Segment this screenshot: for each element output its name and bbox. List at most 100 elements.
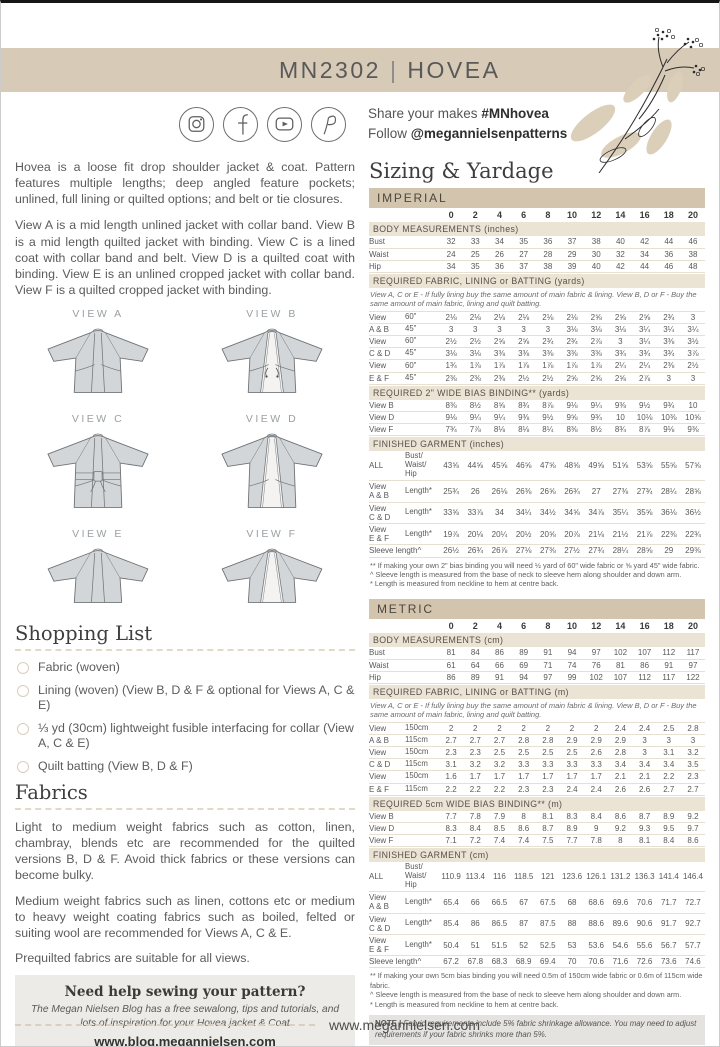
view-illustration-b: VIEW B: [197, 308, 347, 404]
table-cell: 1⅞: [542, 361, 554, 371]
table-cell: 52.5: [540, 940, 556, 950]
table-cell: A & B: [369, 324, 390, 334]
circle-bullet-icon: [17, 684, 29, 697]
table-cell: 8.4: [590, 811, 602, 821]
table-cell: Bust: [369, 237, 386, 247]
table-cell: 2⅜: [493, 373, 506, 383]
table-cell: 67.2: [443, 957, 459, 967]
table-cell: 2.8: [614, 748, 626, 757]
table-cell: 16: [639, 620, 650, 631]
table-cell: 3¾: [639, 349, 651, 359]
table-cell: 20⅞: [564, 529, 580, 539]
table-cell: 126.1: [586, 872, 607, 882]
table-row: View F 7.1 7.2 7.4 7.4 7.5 7.7 7.8 8 8.1 8.4 8.6: [369, 835, 705, 848]
table-cell: 10: [567, 210, 578, 220]
table-cell: 10⅛: [636, 412, 653, 422]
instagram-icon: [179, 106, 214, 142]
list-item-label: Fabric (woven): [38, 660, 120, 674]
table-cell: 22¾: [685, 529, 701, 539]
table-cell: 3: [690, 373, 696, 383]
table-cell: 2.7: [663, 784, 675, 794]
table-cell: 150cm: [405, 747, 429, 757]
table-cell: 8⅞: [639, 425, 651, 435]
section-header: REQUIRED FABRIC, LINING or BATTING (m): [369, 684, 705, 699]
views-grid: VIEW A VIEW B VIEW C VIEW D VIEW E VIEW F: [15, 308, 355, 614]
table-cell: Waist: [369, 660, 389, 670]
table-cell: 0: [448, 620, 454, 631]
table-cell: 9.2: [687, 811, 699, 821]
table-cell: 37: [519, 261, 529, 271]
table-cell: 27⅛: [515, 546, 532, 556]
left-column: Hovea is a loose fit drop shoulder jacke…: [15, 159, 355, 1046]
table-cell: 1⅞: [493, 361, 506, 371]
table-cell: 9¾: [590, 412, 602, 422]
table-cell: 6: [521, 210, 527, 220]
table-cell: 27¾: [636, 486, 653, 496]
table-cell: 53: [567, 940, 577, 950]
table-cell: View C & D: [369, 914, 391, 933]
table-cell: 1⅞: [469, 361, 481, 371]
view-label: VIEW F: [246, 528, 298, 540]
table-cell: 94: [519, 672, 529, 682]
table-cell: 35: [519, 237, 529, 247]
table-cell: 2⅝: [614, 312, 626, 322]
table-cell: 61: [446, 660, 456, 670]
table-cell: 2⅝: [590, 373, 602, 383]
table-cell: 2.8: [518, 735, 530, 745]
table-cell: 9⅛: [445, 412, 457, 422]
table-cell: 4: [496, 210, 502, 220]
table-cell: 49⅝: [588, 461, 604, 471]
view-label: VIEW D: [245, 413, 299, 425]
table-cell: 21⅞: [636, 529, 653, 539]
table-cell: 36½: [685, 508, 701, 518]
table-cell: 27: [519, 249, 529, 259]
table-cell: 2⅛: [518, 312, 530, 322]
table-cell: 46⅝: [515, 461, 532, 471]
table-cell: 2⅝: [590, 312, 602, 322]
table-cell: 90.6: [636, 919, 653, 929]
title-divider: |: [389, 56, 399, 83]
table-cell: 91: [664, 660, 674, 670]
table-cell: 8⅜: [445, 400, 457, 410]
table-cell: View F: [369, 425, 394, 435]
table-cell: 33⅞: [467, 508, 484, 518]
table-cell: 87.5: [540, 919, 556, 929]
list-item: Lining (woven) (View B, D & F & optional…: [15, 683, 355, 714]
table-cell: View A & B: [369, 893, 390, 912]
main-content: Hovea is a loose fit drop shoulder jacke…: [1, 159, 719, 1046]
table-cell: 2.3: [687, 772, 699, 782]
table-cell: 3.3: [590, 760, 602, 770]
table-cell: 81: [446, 648, 456, 658]
table-cell: ALL: [369, 461, 384, 471]
table-cell: 86: [495, 648, 504, 658]
table-cell: 86: [446, 672, 456, 682]
table-row: View A & B Length* 65.4 66 66.5 67 67.5 68 68.6 6…: [369, 892, 705, 914]
table-cell: 26¾: [467, 546, 484, 556]
section-header: REQUIRED FABRIC, LINING or BATTING (yard…: [369, 273, 705, 288]
footnotes: ** If making your own 2" bias binding yo…: [369, 561, 705, 589]
table-cell: 36: [495, 261, 504, 271]
table-cell: 26⅝: [540, 486, 556, 496]
table-cell: 97: [543, 672, 553, 682]
view-label: VIEW E: [72, 528, 124, 540]
table-cell: 107: [613, 672, 628, 682]
table-row: View B 7.7 7.8 7.9 8 8.1 8.3 8.4 8.6 8.7 8.9 9.2: [369, 811, 705, 823]
table-cell: 115cm: [405, 734, 428, 744]
table-cell: 1.7: [493, 772, 506, 782]
table-cell: 146.4: [682, 872, 703, 882]
table-cell: 8: [545, 210, 551, 220]
list-item: Fabric (woven): [15, 660, 355, 676]
table-cell: 112: [638, 672, 651, 682]
table-cell: 16: [639, 210, 650, 220]
table-cell: 26: [495, 249, 504, 259]
section-note: View A, C or E - If fully lining buy the…: [369, 699, 705, 723]
table-cell: Length*: [405, 896, 432, 906]
table-cell: 45": [405, 372, 417, 382]
shopping-list: Fabric (woven) Lining (woven) (View B, D …: [15, 660, 355, 774]
table-cell: 84: [470, 648, 480, 658]
table-cell: 28¼: [612, 546, 629, 556]
table-cell: 26⅜: [515, 486, 532, 496]
table-cell: 97: [688, 660, 698, 670]
table-cell: 2.8: [687, 723, 699, 733]
table-cell: 2½: [687, 361, 699, 371]
